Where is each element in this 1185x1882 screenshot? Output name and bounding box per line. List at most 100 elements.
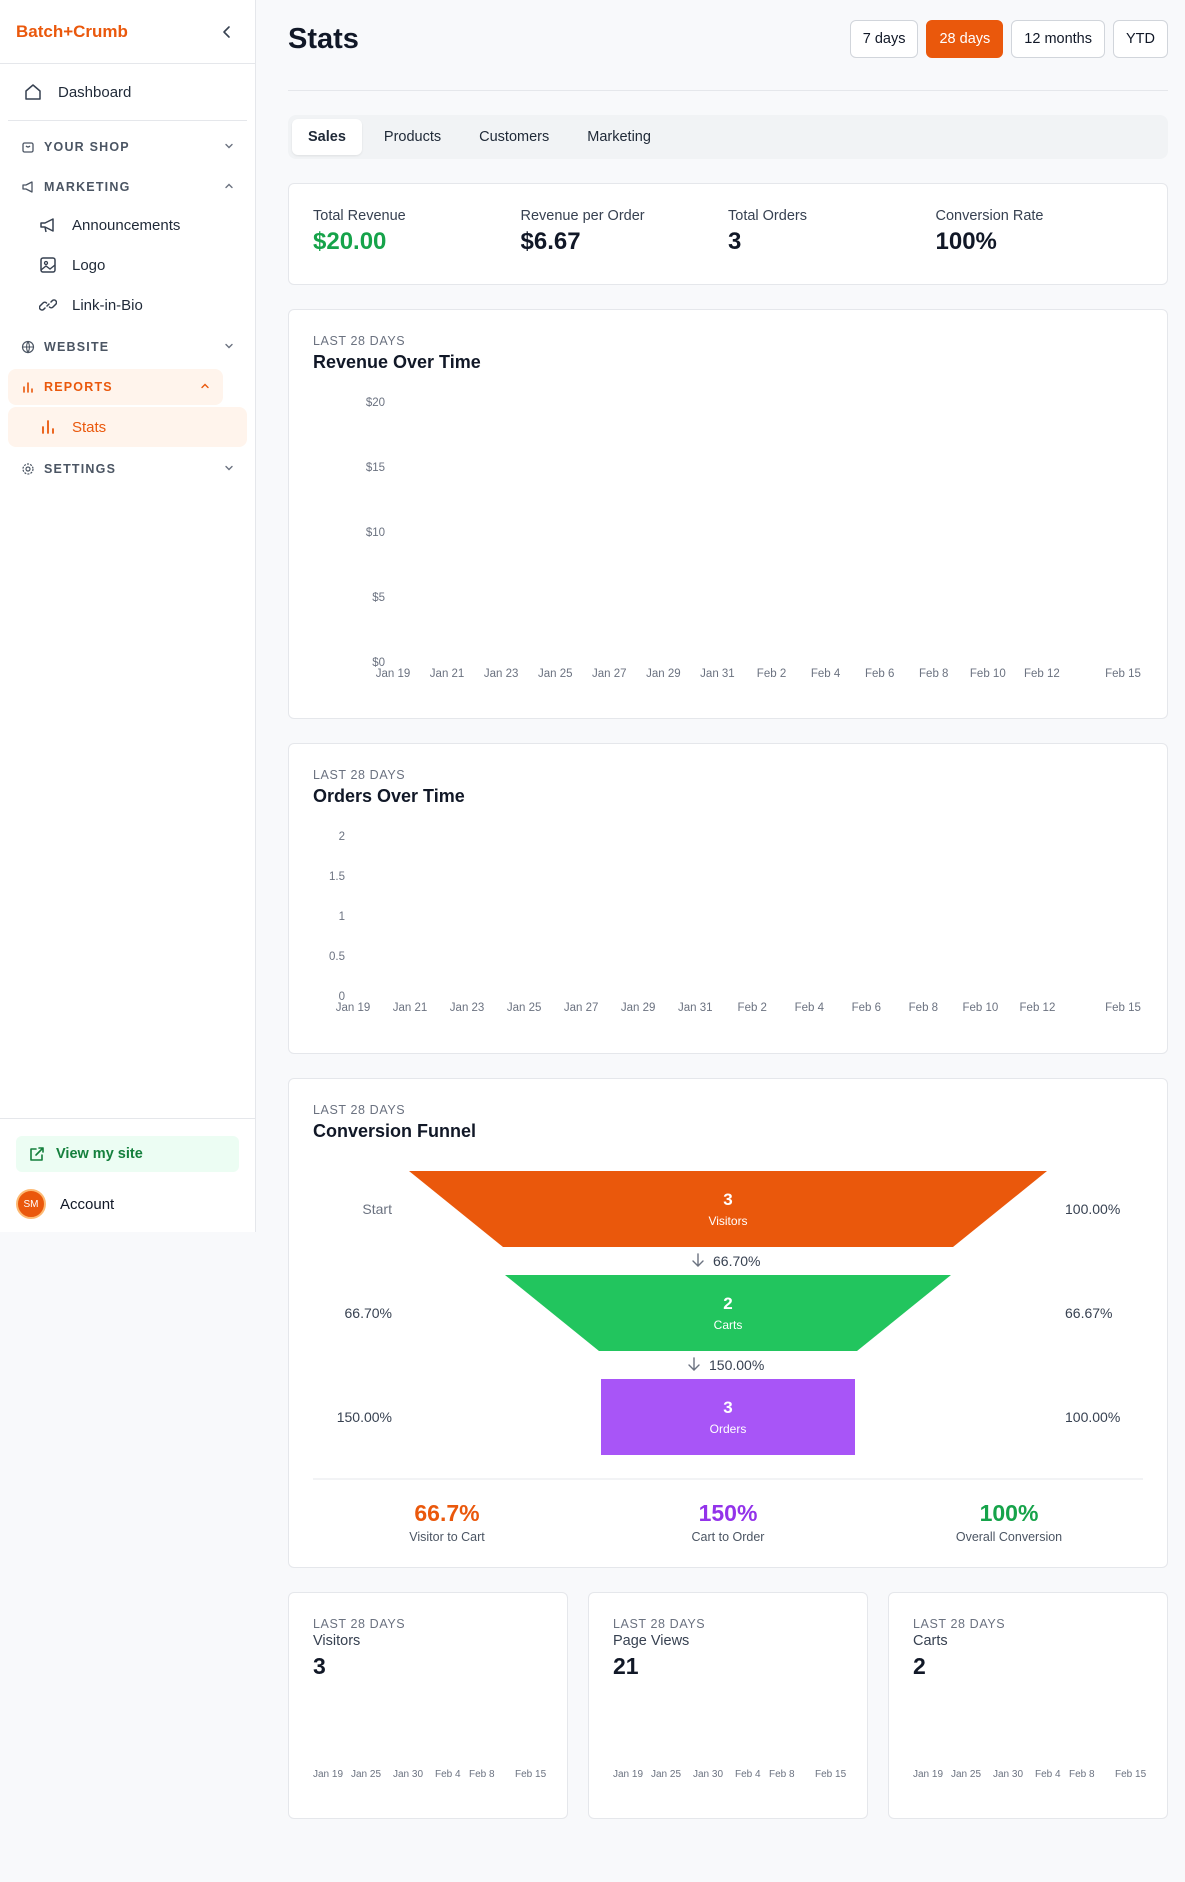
funnel-stage-label: Visitors [708,1214,747,1228]
gear-icon [20,461,36,477]
x-tick-label: Jan 21 [392,1002,428,1014]
kpi-total-revenue: Total Revenue $20.00 [313,208,521,284]
sidebar-nav: Dashboard YOUR SHOP MARKETING Anno [0,64,255,495]
bar-chart-icon [38,417,58,437]
tab-sales[interactable]: Sales [292,119,362,155]
external-link-icon [28,1145,46,1163]
x-tick-label: Feb 2 [737,1002,767,1014]
mini-name: Page Views [613,1633,690,1649]
x-tick-label: Feb 6 [864,668,895,680]
sidebar-item-dashboard[interactable]: Dashboard [8,72,247,112]
x-tick-label: Feb 15 [1105,668,1141,680]
home-icon [22,81,44,103]
x-tick-label: Jan 19 [613,1769,644,1780]
collapse-sidebar-button[interactable] [215,20,239,44]
tab-customers[interactable]: Customers [479,129,550,145]
view-site-label: View my site [56,1146,143,1162]
summary-label: Overall Conversion [956,1530,1062,1544]
mini-card-carts: LAST 28 DAYS Carts 2 Jan 19 Jan 25 Jan 30 F… [888,1592,1168,1819]
chevron-up-icon [199,380,211,395]
mini-name: Carts [913,1633,948,1649]
sidebar-item-label: Link-in-Bio [72,296,143,314]
kpi-label: Conversion Rate [935,208,1044,224]
x-tick-label: Jan 27 [563,1002,599,1014]
stats-tabs: Sales Products Customers Marketing [288,115,1168,159]
chevron-left-icon [223,25,230,38]
conversion-funnel-card: LAST 28 DAYS Conversion Funnel 3 Visitor… [288,1078,1168,1568]
funnel-stage-carts [505,1275,951,1351]
x-tick-label: Feb 8 [908,1002,939,1014]
funnel-left-label: 150.00% [337,1409,392,1425]
x-tick-label: Feb 10 [962,1002,999,1014]
mini-kicker: LAST 28 DAYS [913,1617,1006,1631]
x-tick-label: Feb 4 [1035,1769,1061,1780]
section-marketing[interactable]: MARKETING [8,169,247,205]
sidebar-item-logo[interactable]: Logo [8,245,247,285]
x-tick-label: Jan 25 [537,668,573,680]
sidebar-item-label: Announcements [72,216,181,234]
globe-icon [20,339,36,355]
brand-logo[interactable]: Batch+Crumb [16,21,128,41]
sidebar-footer: View my site SM Account [0,1118,255,1226]
brand-row: Batch+Crumb [0,0,255,64]
x-tick-label: Feb 8 [469,1769,495,1780]
x-tick-label: Jan 25 [351,1769,382,1780]
x-tick-label: Jan 27 [592,668,627,680]
account-menu[interactable]: SM Account [16,1182,239,1226]
date-range-selector: 7 days 28 days 12 months YTD [849,20,1168,58]
y-tick-label: $0 [372,657,385,669]
range-ytd-button[interactable]: YTD [1113,20,1168,58]
section-reports[interactable]: REPORTS [8,369,223,405]
section-your-shop[interactable]: YOUR SHOP [8,129,247,165]
page-header: Stats 7 days 28 days 12 months YTD [288,0,1168,91]
sidebar-item-link-in-bio[interactable]: Link-in-Bio [8,285,247,325]
section-website[interactable]: WEBSITE [8,329,247,365]
funnel-stage-visitors [409,1171,1047,1247]
funnel-stage-orders [601,1379,855,1455]
sidebar-item-stats[interactable]: Stats [8,407,247,447]
kpi-value: 100% [935,228,997,255]
view-my-site-button[interactable]: View my site [16,1136,239,1172]
chart-header: LAST 28 DAYS Revenue Over Time [313,334,481,373]
funnel-left-label: 66.70% [345,1305,392,1321]
chart-kicker: LAST 28 DAYS [313,334,406,348]
x-tick-label: Feb 8 [1069,1769,1095,1780]
kpi-label: Total Revenue [313,208,406,224]
section-label: REPORTS [44,380,113,394]
chevron-down-icon [223,140,235,155]
y-tick-label: 1 [338,911,345,923]
range-28-days-button[interactable]: 28 days [926,20,1004,58]
summary-label: Visitor to Cart [409,1530,485,1544]
bar-chart-icon [20,379,36,395]
section-settings[interactable]: SETTINGS [8,451,247,487]
x-tick-label: Feb 15 [1105,1002,1141,1014]
x-tick-label: Feb 12 [1019,1002,1056,1014]
y-tick-label: $20 [365,397,385,409]
tab-products[interactable]: Products [383,129,442,145]
chart-title: Conversion Funnel [313,1121,477,1141]
funnel-left-label: Start [362,1201,392,1217]
range-12-months-button[interactable]: 12 months [1011,20,1105,58]
kpi-label: Total Orders [728,208,807,224]
x-tick-label: Feb 8 [769,1769,795,1780]
range-7-days-button[interactable]: 7 days [849,20,919,58]
x-tick-label: Feb 4 [735,1769,761,1780]
y-tick-label: $10 [365,527,385,539]
funnel-right-label: 100.00% [1065,1201,1120,1217]
chart-header: LAST 28 DAYS Orders Over Time [313,768,465,807]
y-tick-label: 1.5 [329,871,345,883]
avatar: SM [16,1189,46,1219]
y-tick-label: $5 [372,592,385,604]
x-tick-label: Jan 19 [913,1769,944,1780]
sidebar-item-announcements[interactable]: Announcements [8,205,247,245]
funnel-stage-value: 2 [723,1294,732,1313]
summary-value: 66.7% [414,1500,479,1526]
y-tick-label: $15 [365,462,385,474]
kpi-value: $20.00 [313,228,387,255]
x-tick-label: Feb 12 [1023,668,1060,680]
summary-label: Cart to Order [692,1530,765,1544]
tab-marketing[interactable]: Marketing [587,129,651,145]
summary-value: 100% [980,1500,1039,1526]
funnel-stage-label: Orders [710,1422,747,1436]
section-label: MARKETING [44,180,131,194]
